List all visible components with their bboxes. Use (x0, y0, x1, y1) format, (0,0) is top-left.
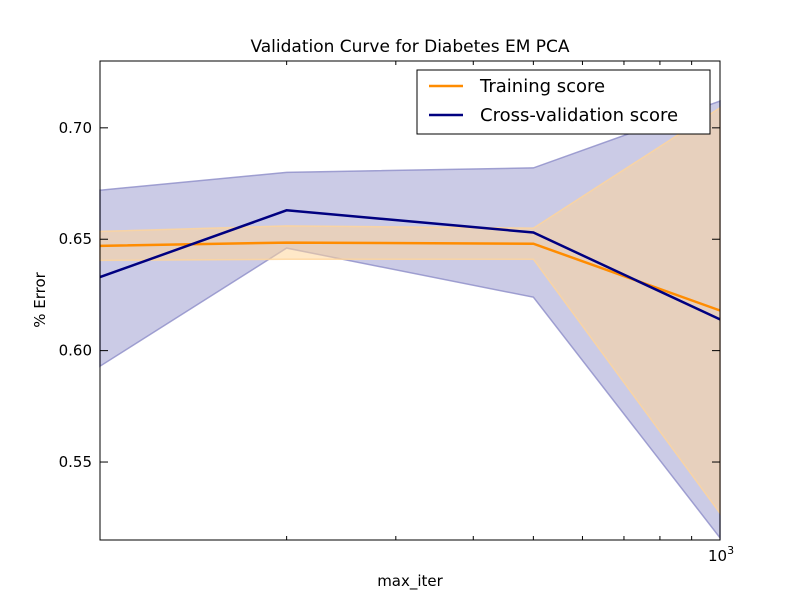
y-tick-label: 0.55 (59, 453, 92, 471)
x-axis-label: max_iter (377, 572, 443, 591)
x-tick-label-1000: 103 (708, 544, 734, 565)
chart-title: Validation Curve for Diabetes EM PCA (250, 37, 569, 57)
y-tick-label: 0.65 (59, 230, 92, 248)
legend: Training score Cross-validation score (416, 69, 711, 135)
x-axis-ticks (286, 61, 721, 540)
series-lines (99, 209, 721, 321)
y-tick-label: 0.60 (59, 342, 92, 360)
y-tick-label: 0.70 (59, 119, 92, 137)
plot-area: 0.55 0.60 0.65 0.70 (59, 60, 721, 541)
x-tick-base: 10 (708, 547, 727, 565)
y-axis-ticks: 0.55 0.60 0.65 0.70 (59, 119, 720, 471)
legend-box (416, 69, 711, 135)
x-tick-exponent: 3 (727, 544, 734, 557)
legend-label-training: Training score (479, 76, 605, 97)
line-cross-validation (99, 209, 721, 321)
plot-frame (99, 60, 721, 541)
y-axis-label: % Error (31, 271, 49, 327)
legend-label-cross-validation: Cross-validation score (480, 105, 678, 126)
